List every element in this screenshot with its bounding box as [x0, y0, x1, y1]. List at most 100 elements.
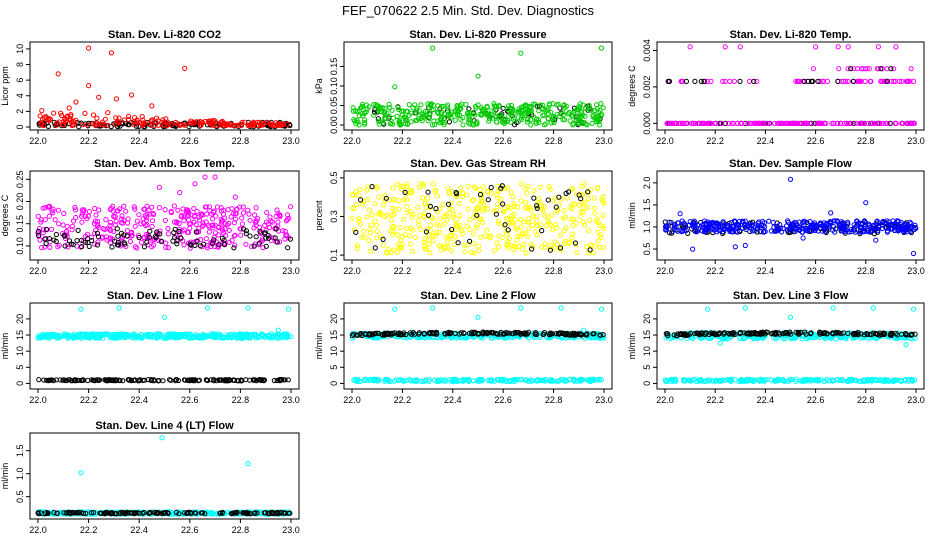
- data-point: [547, 186, 553, 192]
- data-point: [891, 78, 897, 85]
- data-point: [134, 218, 140, 224]
- data-point: [453, 189, 459, 196]
- y-tick-label: 0.5: [15, 490, 25, 503]
- data-point: [75, 227, 81, 233]
- data-point: [722, 44, 728, 50]
- data-point: [206, 204, 212, 210]
- x-tick-label: 23.0: [595, 266, 613, 276]
- data-point: [478, 195, 484, 201]
- data-point: [486, 118, 492, 124]
- data-point: [36, 377, 42, 383]
- data-point: [194, 119, 200, 125]
- data-point: [110, 203, 116, 209]
- data-point: [701, 229, 708, 235]
- data-point: [420, 181, 427, 187]
- data-point: [263, 243, 269, 249]
- x-axis: 22.0 22.2 22.4 22.6 22.8 23.0: [656, 129, 925, 146]
- data-point: [103, 234, 110, 240]
- data-point: [188, 242, 194, 248]
- data-point: [515, 233, 521, 239]
- x-tick-label: 22.6: [181, 136, 199, 146]
- data-point: [253, 234, 259, 240]
- data-point: [48, 331, 54, 338]
- y-tick-label: 0.000: [642, 112, 652, 135]
- data-point: [570, 122, 576, 128]
- data-point: [501, 208, 507, 214]
- data-series: [665, 78, 890, 85]
- x-tick-label: 22.4: [757, 136, 775, 146]
- data-point: [70, 218, 77, 224]
- data-point: [239, 122, 245, 128]
- data-point: [669, 228, 675, 235]
- data-point: [374, 185, 380, 191]
- data-point: [72, 207, 79, 213]
- data-point: [357, 187, 363, 193]
- data-point: [470, 197, 476, 203]
- data-point: [200, 220, 206, 226]
- data-point: [232, 242, 238, 248]
- data-point: [190, 335, 196, 341]
- data-point: [900, 226, 906, 232]
- data-point: [180, 206, 186, 212]
- data-point: [893, 120, 899, 127]
- data-point: [598, 45, 605, 51]
- x-tick-label: 22.0: [656, 266, 674, 276]
- data-point: [288, 204, 294, 210]
- data-point: [92, 218, 98, 224]
- data-point: [382, 192, 388, 198]
- data-point: [545, 115, 551, 122]
- x-tick-label: 22.6: [181, 266, 199, 276]
- data-point: [165, 225, 171, 232]
- data-point: [46, 213, 52, 219]
- data-point: [102, 116, 108, 122]
- data-point: [247, 335, 253, 341]
- data-point: [73, 334, 80, 340]
- data-point: [79, 219, 85, 225]
- data-series: [40, 174, 238, 211]
- data-point: [804, 120, 810, 127]
- x-tick-label: 22.8: [232, 525, 250, 535]
- data-point: [168, 208, 174, 214]
- data-point: [519, 107, 525, 113]
- data-point: [756, 120, 762, 127]
- data-point: [262, 333, 268, 339]
- data-point: [235, 378, 242, 384]
- data-point: [829, 120, 835, 127]
- data-point: [232, 333, 238, 339]
- data-point: [434, 193, 440, 199]
- data-point: [396, 120, 402, 127]
- data-point: [373, 102, 379, 108]
- data-point: [582, 200, 588, 206]
- data-point: [725, 224, 731, 230]
- data-point: [787, 314, 794, 320]
- panel-title: Stan. Dev. Li-820 Pressure: [409, 29, 546, 41]
- data-point: [238, 377, 244, 383]
- data-point: [494, 191, 500, 198]
- data-point: [265, 232, 271, 239]
- data-point: [887, 120, 893, 127]
- data-point: [349, 215, 355, 221]
- data-point: [592, 210, 598, 216]
- data-point: [239, 221, 245, 227]
- data-point: [53, 231, 60, 238]
- data-point: [366, 237, 372, 244]
- data-point: [538, 222, 544, 228]
- x-tick-label: 23.0: [907, 395, 925, 405]
- data-point: [909, 120, 915, 127]
- data-point: [747, 221, 754, 227]
- data-point: [430, 45, 436, 51]
- data-point: [595, 185, 601, 191]
- y-tick-label: 15: [642, 330, 652, 340]
- data-point: [435, 110, 441, 116]
- x-tick-label: 23.0: [595, 395, 613, 405]
- data-point: [444, 217, 450, 223]
- data-point: [876, 222, 882, 229]
- data-point: [361, 117, 368, 123]
- data-point: [577, 214, 584, 220]
- data-point: [834, 218, 840, 224]
- data-point: [177, 122, 183, 129]
- data-point: [673, 224, 679, 230]
- data-point: [466, 112, 472, 119]
